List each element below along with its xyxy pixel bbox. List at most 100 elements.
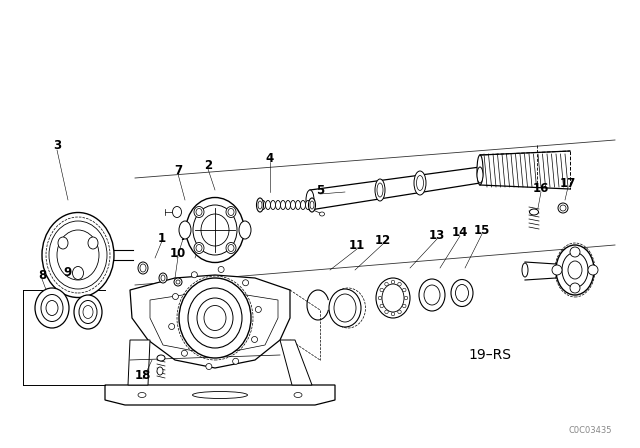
Ellipse shape [380,304,383,308]
Ellipse shape [529,209,538,215]
Ellipse shape [375,179,385,201]
Ellipse shape [172,293,179,300]
Text: 6: 6 [199,228,207,241]
Ellipse shape [197,298,233,338]
Ellipse shape [140,264,146,272]
Text: 2: 2 [204,159,212,172]
Ellipse shape [228,245,234,251]
Ellipse shape [305,201,310,210]
Ellipse shape [46,301,58,315]
Ellipse shape [385,282,388,286]
Ellipse shape [294,392,302,397]
Ellipse shape [397,282,401,286]
Ellipse shape [138,262,148,274]
Ellipse shape [243,280,248,286]
Ellipse shape [403,288,406,292]
Ellipse shape [201,214,229,246]
Ellipse shape [179,278,251,358]
Text: 7: 7 [179,229,187,242]
Text: C0C03435: C0C03435 [568,426,612,435]
Text: 16: 16 [533,181,549,194]
Ellipse shape [260,201,266,210]
Ellipse shape [308,198,316,212]
Ellipse shape [74,295,102,329]
Ellipse shape [552,265,562,275]
Ellipse shape [233,358,239,364]
Ellipse shape [417,176,424,190]
Ellipse shape [239,221,251,239]
Ellipse shape [176,280,180,284]
Text: 1: 1 [158,232,166,245]
Ellipse shape [194,207,204,217]
Ellipse shape [228,208,234,215]
Text: 4: 4 [266,151,274,164]
Ellipse shape [285,201,291,210]
Ellipse shape [291,201,296,210]
Ellipse shape [271,201,275,210]
Text: 12: 12 [375,233,391,246]
Ellipse shape [226,242,236,254]
Ellipse shape [391,280,395,284]
Ellipse shape [378,296,381,300]
Ellipse shape [255,306,261,313]
Ellipse shape [424,285,440,305]
Ellipse shape [382,284,404,312]
Ellipse shape [218,267,224,272]
Ellipse shape [376,278,410,318]
Ellipse shape [204,306,226,331]
Polygon shape [105,385,335,405]
Ellipse shape [58,237,68,249]
Ellipse shape [477,155,483,185]
Ellipse shape [560,205,566,211]
Ellipse shape [41,294,63,322]
Ellipse shape [179,221,191,239]
Ellipse shape [57,230,99,280]
Text: 10: 10 [170,246,186,259]
Ellipse shape [193,392,248,399]
Ellipse shape [186,198,244,263]
Ellipse shape [414,171,426,195]
Text: 3: 3 [53,138,61,151]
Text: 18: 18 [135,369,151,382]
Ellipse shape [193,205,237,255]
Ellipse shape [79,301,97,323]
Ellipse shape [403,304,406,308]
Ellipse shape [191,272,197,278]
Ellipse shape [206,363,212,370]
Ellipse shape [588,265,598,275]
Ellipse shape [275,201,280,210]
Ellipse shape [83,306,93,319]
Text: 15: 15 [474,224,490,237]
Ellipse shape [138,392,146,397]
Ellipse shape [42,212,114,297]
Text: 8: 8 [38,268,46,281]
Ellipse shape [72,267,83,280]
Text: 14: 14 [452,225,468,238]
Text: 19–RS: 19–RS [468,348,511,362]
Ellipse shape [157,367,163,375]
Ellipse shape [456,284,468,302]
Ellipse shape [334,294,356,322]
Polygon shape [280,340,312,385]
Ellipse shape [558,203,568,213]
Ellipse shape [194,242,204,254]
Ellipse shape [385,310,388,314]
Text: 5: 5 [316,184,324,197]
Text: 7: 7 [174,164,182,177]
Ellipse shape [159,273,167,283]
Ellipse shape [556,245,594,295]
Polygon shape [130,275,290,368]
Ellipse shape [568,261,582,279]
Ellipse shape [310,201,314,209]
Ellipse shape [522,263,528,277]
Ellipse shape [397,310,401,314]
Ellipse shape [306,190,314,210]
Ellipse shape [258,201,262,209]
Ellipse shape [188,288,242,348]
Ellipse shape [157,355,165,361]
Text: 13: 13 [429,228,445,241]
Ellipse shape [570,283,580,293]
Ellipse shape [226,207,236,217]
Ellipse shape [257,198,264,212]
Ellipse shape [49,221,107,289]
